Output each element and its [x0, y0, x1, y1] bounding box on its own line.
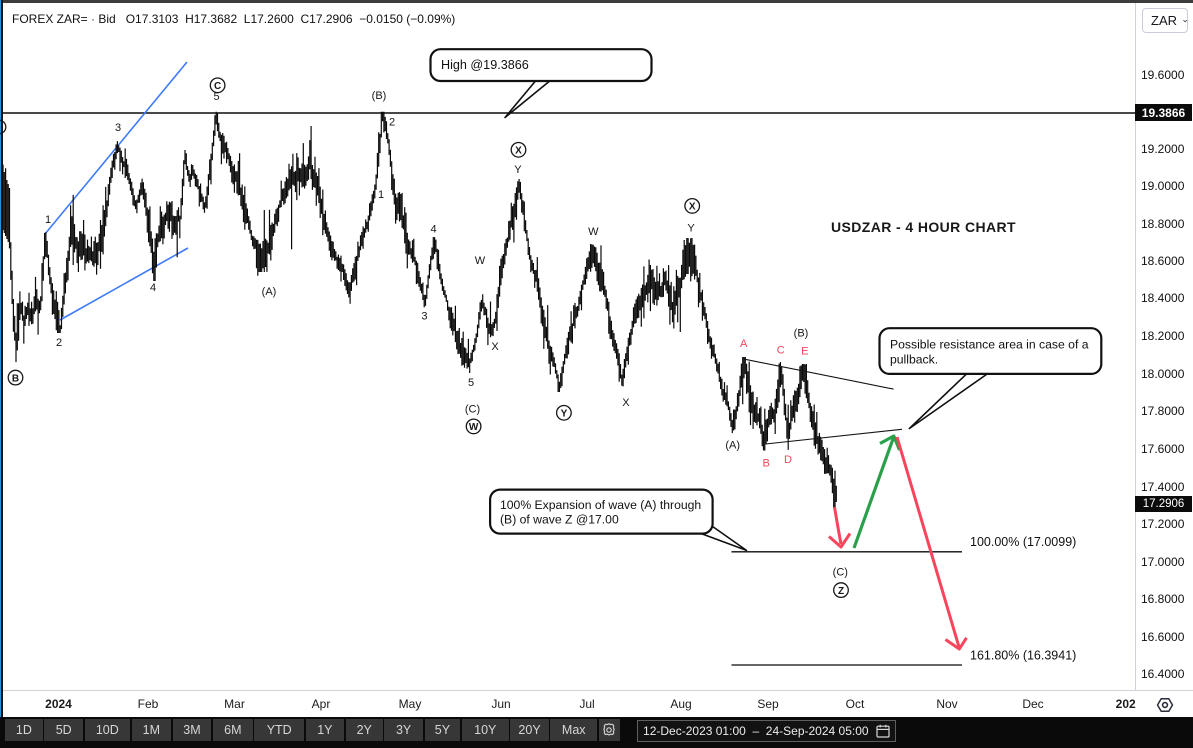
- svg-text:(B): (B): [794, 328, 809, 340]
- svg-text:161.80% (16.3941): 161.80% (16.3941): [970, 649, 1076, 663]
- svg-text:C: C: [777, 344, 785, 356]
- svg-text:A: A: [740, 338, 748, 350]
- svg-text:100.00% (17.0099): 100.00% (17.0099): [970, 535, 1076, 549]
- svg-text:X: X: [515, 146, 522, 157]
- svg-text:X: X: [491, 341, 499, 353]
- svg-text:5: 5: [213, 91, 219, 103]
- svg-text:pullback.: pullback.: [890, 353, 938, 367]
- svg-text:3: 3: [421, 311, 427, 323]
- svg-text:USDZAR - 4 HOUR CHART: USDZAR - 4 HOUR CHART: [831, 219, 1016, 235]
- svg-text:1: 1: [45, 214, 51, 226]
- svg-text:5: 5: [468, 377, 474, 389]
- svg-text:High @19.3866: High @19.3866: [441, 58, 529, 72]
- svg-text:B: B: [12, 373, 19, 384]
- svg-text:3: 3: [115, 122, 121, 134]
- svg-text:W: W: [475, 255, 486, 267]
- svg-text:W: W: [469, 422, 479, 433]
- svg-text:(B) of wave Z @17.00: (B) of wave Z @17.00: [500, 513, 619, 527]
- svg-text:(B): (B): [372, 90, 387, 102]
- svg-text:X: X: [689, 202, 696, 213]
- svg-text:1: 1: [378, 189, 384, 201]
- svg-text:(C): (C): [833, 566, 848, 578]
- svg-text:Possible resistance area in ca: Possible resistance area in case of a: [890, 338, 1089, 352]
- svg-text:X: X: [622, 397, 630, 409]
- svg-text:Z: Z: [838, 586, 844, 597]
- svg-text:4: 4: [150, 282, 156, 294]
- svg-text:W: W: [588, 226, 599, 238]
- svg-text:4: 4: [430, 223, 436, 235]
- svg-text:Y: Y: [687, 222, 695, 234]
- svg-text:2: 2: [389, 117, 395, 129]
- svg-text:Y: Y: [561, 409, 568, 420]
- svg-text:(A): (A): [725, 439, 740, 451]
- svg-text:E: E: [801, 345, 808, 357]
- svg-text:C: C: [214, 81, 221, 92]
- svg-text:(C): (C): [465, 404, 480, 416]
- svg-text:100% Expansion of wave (A) thr: 100% Expansion of wave (A) through: [500, 498, 701, 512]
- svg-text:D: D: [784, 454, 792, 466]
- svg-text:Y: Y: [514, 164, 522, 176]
- svg-text:2: 2: [56, 337, 62, 349]
- svg-text:(A): (A): [262, 286, 277, 298]
- svg-text:B: B: [763, 458, 770, 470]
